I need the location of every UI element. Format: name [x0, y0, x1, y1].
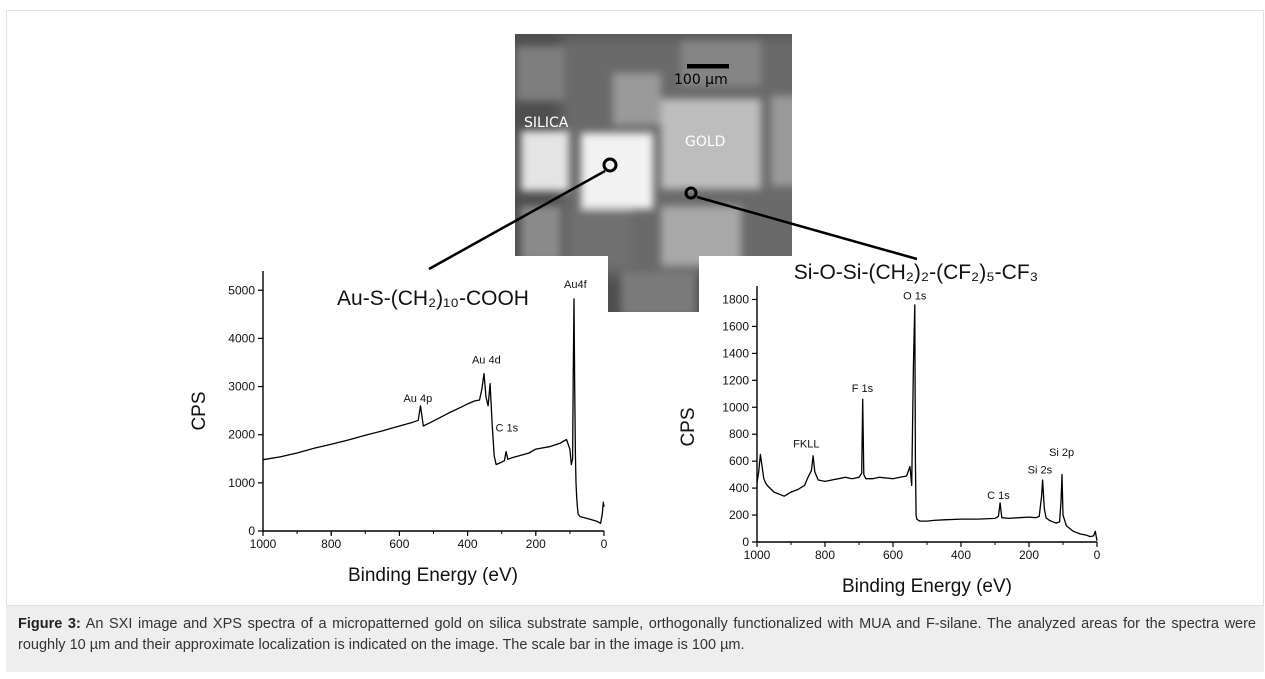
- y-tick-label: 800: [729, 427, 749, 441]
- gold-analysis-spot: [684, 186, 698, 200]
- connector-line-silica-chart: [696, 195, 918, 261]
- x-tick-label: 0: [601, 537, 608, 551]
- x-tick-label: 1000: [744, 548, 771, 562]
- peak-label: FKLL: [793, 439, 819, 451]
- peak-label: F 1s: [852, 383, 874, 395]
- peak-label: C 1s: [987, 490, 1010, 502]
- x-tick-label: 1000: [250, 537, 277, 551]
- sxi-overlay: 100 µm SILICA GOLD: [428, 64, 918, 271]
- y-tick-label: 2000: [228, 428, 255, 442]
- figure-caption: Figure 3: An SXI image and XPS spectra o…: [6, 606, 1264, 672]
- y-tick-label: 3000: [228, 380, 255, 394]
- spectrum-line: [262, 298, 605, 524]
- x-axis-label: Binding Energy (eV): [348, 565, 518, 586]
- y-axis-label: CPS: [189, 391, 210, 430]
- x-tick-label: 400: [458, 537, 478, 551]
- x-axis-label: Binding Energy (eV): [842, 576, 1012, 597]
- x-tick-label: 200: [526, 537, 546, 551]
- y-tick-label: 0: [742, 535, 749, 549]
- y-tick-label: 4000: [228, 331, 255, 345]
- connector-line-gold-chart: [428, 169, 606, 271]
- figure-canvas: 100 µm SILICA GOLD 1000 800 600 400 200 00100…: [189, 34, 1101, 597]
- x-tick-label: 600: [883, 548, 903, 562]
- y-tick-label: 1400: [722, 346, 749, 360]
- y-tick-label: 0: [248, 524, 255, 538]
- y-tick-label: 1800: [722, 292, 749, 306]
- x-tick-label: 0: [1094, 548, 1101, 562]
- sxi-image: [515, 34, 792, 312]
- peak-label: Au 4p: [403, 393, 432, 405]
- x-tick-label: 800: [815, 548, 835, 562]
- xps-spectrum-gold: 1000 800 600 400 200 0010002000300040005000Au…: [189, 271, 608, 586]
- silica-analysis-spot: [602, 157, 618, 173]
- gold-label: GOLD: [685, 134, 725, 150]
- chart-title: Si-O-Si-(CH₂)₂-(CF₂)₅-CF₃: [794, 261, 1038, 284]
- y-tick-label: 1600: [722, 319, 749, 333]
- scale-bar-label: 100 µm: [674, 72, 728, 88]
- y-tick-label: 1000: [228, 476, 255, 490]
- x-tick-label: 800: [321, 537, 341, 551]
- y-tick-label: 600: [729, 454, 749, 468]
- peak-label: C 1s: [496, 422, 519, 434]
- y-tick-label: 1200: [722, 373, 749, 387]
- scale-bar: [687, 64, 729, 69]
- x-tick-label: 200: [1019, 548, 1039, 562]
- peak-label: Si 2p: [1049, 447, 1074, 459]
- figure-frame: 100 µm SILICA GOLD 1000 800 600 400 200 0 0 100…: [6, 10, 1264, 606]
- peak-label: Au 4d: [472, 354, 501, 366]
- xps-spectrum-silica: 1000 800 600 400 200 0 0 200 400 600 800 1000 1200 14…: [678, 261, 1101, 597]
- peak-label: Si 2s: [1028, 464, 1053, 476]
- y-axis-label: CPS: [678, 407, 699, 446]
- y-tick-label: 400: [729, 481, 749, 495]
- peak-label: Au4f: [564, 279, 588, 291]
- y-tick-label: 5000: [228, 283, 255, 297]
- spectrum-line: [756, 304, 1098, 541]
- silica-label: SILICA: [524, 115, 569, 131]
- x-tick-label: 400: [951, 548, 971, 562]
- y-tick-label: 200: [729, 508, 749, 522]
- caption-label: Figure 3:: [18, 616, 81, 632]
- x-tick-label: 600: [389, 537, 409, 551]
- y-tick-label: 1000: [722, 400, 749, 414]
- caption-text: An SXI image and XPS spectra of a microp…: [18, 616, 1256, 653]
- peak-label: O 1s: [903, 290, 927, 302]
- chart-title: Au-S-(CH₂)₁₀-COOH: [337, 287, 529, 310]
